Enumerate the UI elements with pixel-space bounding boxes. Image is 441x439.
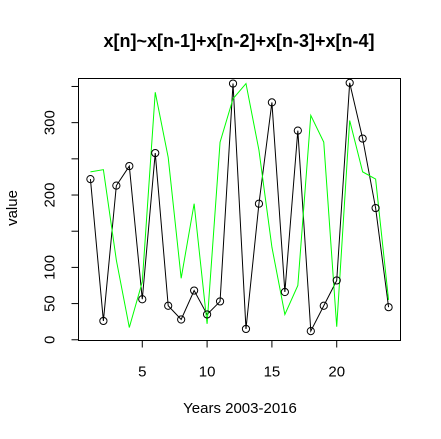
series-1-point [358, 134, 367, 143]
series-1-point [177, 315, 186, 324]
series-1-point [332, 276, 341, 285]
series-1-point [86, 175, 95, 184]
series-1-point [151, 148, 160, 158]
series-1-point [164, 301, 173, 310]
series-1-point [371, 203, 380, 213]
y-tick-label: 0 [42, 336, 59, 344]
series-2-line [90, 82, 390, 328]
y-tick-label: 100 [42, 255, 59, 280]
x-axis: 5 10 15 20 [138, 340, 345, 381]
series-layer [86, 78, 393, 336]
series-1-point [241, 324, 251, 334]
x-tick-label: 15 [264, 364, 281, 381]
series-1-point [215, 297, 225, 306]
series-1-line [89, 82, 390, 333]
y-axis-label: value [4, 190, 21, 226]
x-tick-label: 20 [328, 364, 345, 381]
x-tick-label: 5 [138, 364, 146, 381]
series-1-point [267, 98, 277, 107]
series-1-point [280, 287, 289, 297]
series-1-point [112, 181, 121, 190]
series-1-point [345, 78, 354, 87]
series-1-point [125, 161, 134, 171]
series-1-point [306, 326, 315, 336]
series-1-point [138, 295, 147, 304]
y-tick-label: 200 [42, 183, 59, 208]
series-1-point [99, 316, 108, 326]
y-axis: 0 50 100 200 300 [42, 85, 79, 344]
series-1-point [293, 126, 302, 135]
series-1-point [228, 79, 238, 88]
y-tick-label: 50 [42, 295, 59, 312]
chart-title: x[n]~x[n-1]+x[n-2]+x[n-3]+x[n-4] [103, 31, 374, 51]
series-1-point [254, 199, 264, 208]
series-1-point [190, 286, 199, 295]
series-1-point [384, 303, 393, 312]
x-tick-label: 10 [199, 364, 216, 381]
y-tick-label: 300 [42, 110, 59, 135]
series-1-point [202, 310, 212, 319]
series-1-point [319, 301, 328, 310]
x-axis-label: Years 2003-2016 [183, 400, 297, 417]
